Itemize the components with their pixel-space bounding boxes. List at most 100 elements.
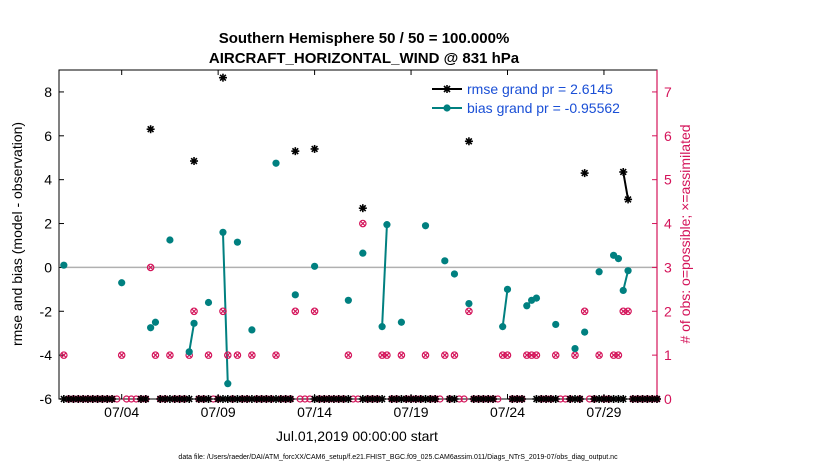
obs-count-marker	[532, 351, 541, 359]
bias-point	[166, 236, 174, 244]
bias-point	[378, 323, 386, 331]
rmse-point	[464, 137, 473, 146]
bias-point	[619, 286, 627, 295]
obs-zero-marker	[296, 395, 304, 403]
chart-title-line2: AIRCRAFT_HORIZONTAL_WIND @ 831 hPa	[209, 50, 520, 67]
obs-count-marker	[397, 351, 406, 359]
rmse-point	[363, 395, 372, 403]
bias-point	[397, 318, 406, 326]
legend-bias-marker	[443, 104, 451, 112]
bias-point	[224, 380, 232, 388]
bias-point	[60, 261, 68, 269]
bias-point	[310, 262, 319, 270]
obs-count-marker	[248, 351, 256, 359]
x-tick-label: 07/09	[201, 404, 236, 420]
bias-point	[552, 320, 560, 329]
legend-bias-label: bias grand pr = -0.95562	[467, 100, 620, 116]
bias-point	[421, 222, 430, 230]
rmse-point	[310, 144, 319, 153]
rmse-point	[146, 125, 155, 134]
bias-segment	[188, 323, 196, 353]
obs-count-marker	[624, 307, 632, 316]
y-left-tick-label: 6	[44, 128, 52, 144]
rmse-series-lines	[622, 171, 630, 200]
rmse-point	[378, 395, 387, 403]
x-tick-label: 07/24	[490, 404, 525, 420]
bias-point	[344, 296, 352, 304]
rmse-point	[291, 147, 300, 156]
obs-count-marker	[223, 351, 232, 359]
rmse-point	[185, 395, 194, 403]
obs-count-marker	[580, 307, 589, 316]
bias-point	[595, 268, 603, 276]
rmse-point	[204, 395, 213, 403]
bias-point	[185, 348, 193, 356]
bias-point	[248, 326, 256, 334]
obs-count-marker	[595, 351, 603, 359]
bias-point	[359, 249, 367, 257]
y-right-tick-label: 7	[664, 84, 672, 100]
bias-segment	[381, 224, 388, 327]
obs-count-marker	[614, 351, 623, 359]
obs-count-marker	[421, 351, 430, 359]
y-left-tick-label: 4	[44, 172, 52, 188]
obs-count-marker	[310, 307, 319, 316]
bias-point	[465, 299, 473, 308]
obs-zero-marker	[122, 395, 131, 403]
obs-zero-marker	[127, 395, 135, 403]
rmse-point	[190, 157, 199, 166]
obs-count-marker	[151, 351, 160, 359]
bias-point	[571, 344, 579, 353]
y-left-tick-label: 0	[44, 259, 52, 275]
bias-point	[614, 255, 623, 263]
bias-point	[441, 257, 449, 265]
bias-point	[532, 294, 541, 302]
obs-count-marker	[117, 351, 126, 359]
y-left-tick-label: -6	[40, 391, 53, 407]
legend-rmse-marker	[443, 85, 451, 93]
rmse-point	[218, 73, 227, 82]
rmse-point	[286, 395, 295, 403]
chart-title-line1: Southern Hemisphere 50 / 50 = 100.000%	[219, 30, 510, 47]
bias-point	[450, 270, 459, 278]
obs-count-marker	[450, 351, 459, 359]
rmse-point	[580, 169, 589, 178]
rmse-point	[551, 395, 560, 403]
y-right-tick-label: 5	[664, 172, 672, 188]
legend: rmse grand pr = 2.6145 bias grand pr = -…	[432, 81, 620, 116]
obs-count-marker	[383, 351, 391, 359]
obs-count-marker	[233, 351, 242, 359]
bias-point	[624, 267, 632, 275]
bias-point	[272, 159, 280, 167]
obs-count-marker	[551, 351, 560, 359]
y-left-tick-label: -2	[40, 303, 53, 319]
rmse-point	[431, 395, 440, 403]
obs-count-marker	[146, 263, 155, 272]
rmse-point	[619, 395, 628, 403]
x-axis-label: Jul.01,2019 00:00:00 start	[276, 428, 438, 444]
obs-count-marker	[219, 307, 227, 316]
bias-point	[204, 298, 213, 307]
y-right-tick-label: 4	[664, 216, 672, 232]
y-left-tick-label: 2	[44, 216, 52, 232]
y-right-axis-label: # of obs: o=possible; ×=assimilated	[677, 124, 693, 343]
bias-point	[219, 228, 227, 236]
legend-rmse-label: rmse grand pr = 2.6145	[467, 81, 613, 97]
obs-count-marker	[503, 351, 512, 359]
obs-zero-marker	[460, 395, 468, 403]
bias-point	[147, 324, 155, 332]
obs-count-marker	[441, 351, 449, 359]
bias-point	[523, 302, 531, 310]
rmse-markers	[59, 73, 661, 403]
rmse-point	[450, 395, 459, 403]
y-right-tick-label: 6	[664, 128, 672, 144]
x-tick-label: 07/14	[297, 404, 332, 420]
bias-point	[503, 285, 512, 293]
obs-count-marker	[272, 351, 280, 359]
obs-count-marker	[190, 307, 198, 316]
bias-point	[151, 318, 160, 326]
y-left-axis-label: rmse and bias (model - observation)	[9, 122, 25, 346]
x-tick-label: 07/04	[104, 404, 139, 420]
rmse-point	[358, 204, 367, 213]
